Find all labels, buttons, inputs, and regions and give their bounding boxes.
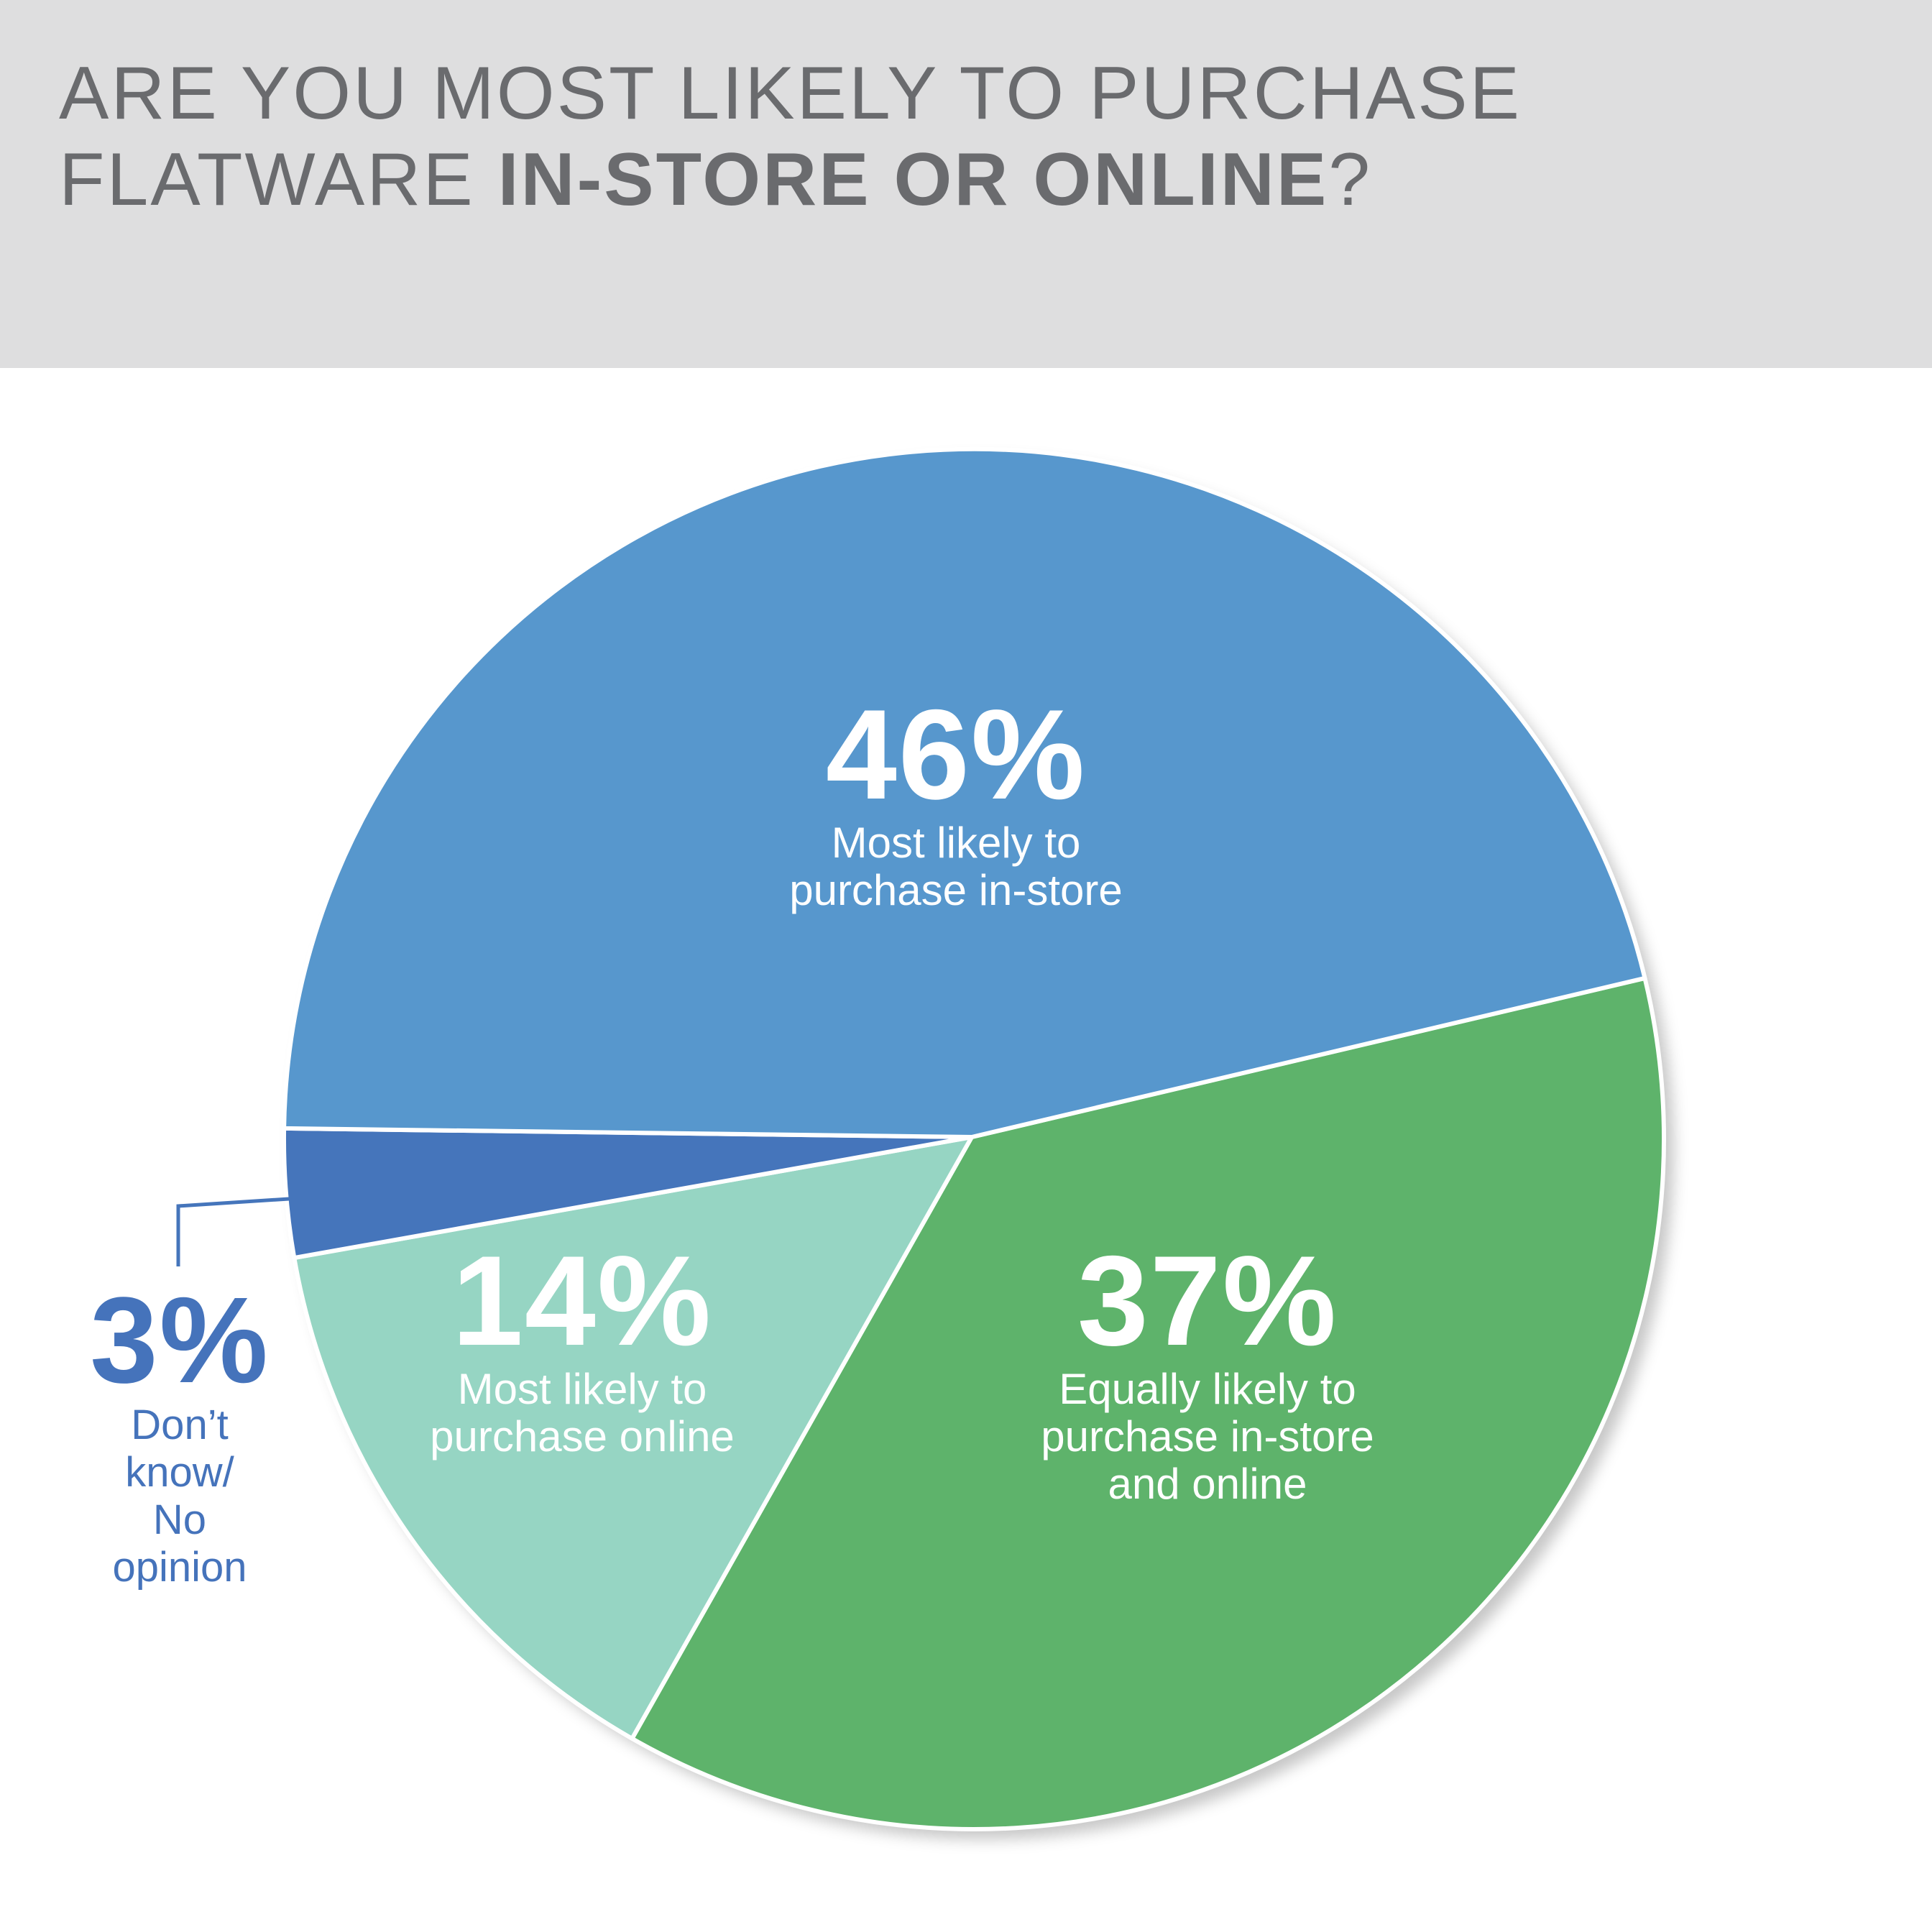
- title-line-1: ARE YOU MOST LIKELY TO PURCHASE: [59, 52, 1522, 135]
- slice-label-online: 14% Most likely to purchase online: [374, 1236, 791, 1460]
- slice-desc-online: Most likely to purchase online: [430, 1365, 735, 1460]
- chart-title: ARE YOU MOST LIKELY TO PURCHASE FLATWARE…: [59, 50, 1522, 223]
- pie-slice-in-store: [282, 446, 1647, 1139]
- slice-value-in-store: 46%: [825, 683, 1087, 826]
- slice-desc-equally: Equally likely to purchase in-store and …: [1041, 1365, 1374, 1508]
- slice-desc-dont-know: Don’t know/ No opinion: [112, 1402, 247, 1591]
- header-band: [0, 0, 1932, 368]
- pie-slices: [282, 446, 1667, 1831]
- pie-slice-equally: [630, 975, 1667, 1831]
- slice-label-dont-know: 3% Don’t know/ No opinion: [58, 1279, 302, 1591]
- slice-value-dont-know: 3%: [90, 1272, 270, 1409]
- slice-value-equally: 37%: [1077, 1229, 1338, 1372]
- slice-label-equally: 37% Equally likely to purchase in-store …: [978, 1236, 1438, 1508]
- title-line-2: FLATWARE IN-STORE OR ONLINE?: [59, 137, 1522, 223]
- pie-slice-online: [292, 1135, 974, 1741]
- title-question-mark: ?: [1328, 138, 1373, 221]
- dont-know-leader-line: [176, 1197, 290, 1266]
- title-regular-part: FLATWARE: [59, 138, 498, 221]
- slice-label-in-store: 46% Most likely to purchase in-store: [740, 690, 1172, 914]
- slice-desc-in-store: Most likely to purchase in-store: [789, 819, 1123, 914]
- slice-value-online: 14%: [451, 1229, 713, 1372]
- title-bold-part: IN-STORE OR ONLINE: [497, 138, 1329, 221]
